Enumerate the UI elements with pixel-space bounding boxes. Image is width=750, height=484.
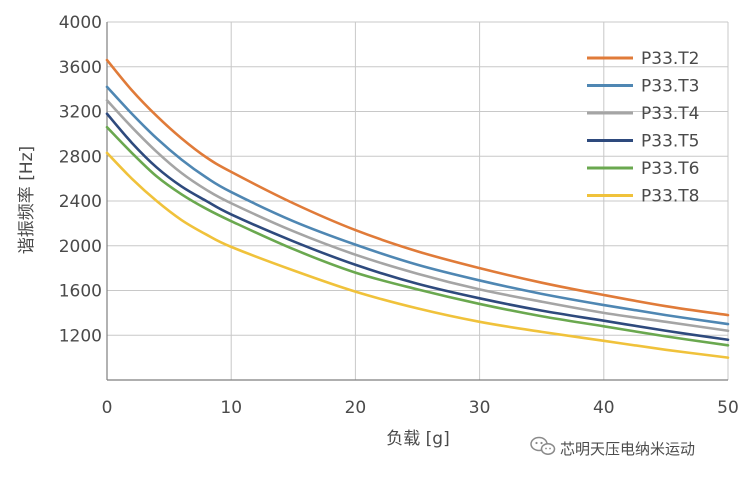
x-tick-label: 50 xyxy=(717,398,739,418)
y-tick-label: 1600 xyxy=(59,282,102,302)
x-tick-label: 20 xyxy=(345,398,367,418)
y-tick-labels: 1200 1600 2000 2400 2800 3200 3600 4000 xyxy=(59,13,102,346)
legend-item: P33.T6 xyxy=(587,159,700,179)
legend-label: P33.T5 xyxy=(641,132,700,152)
legend-label: P33.T6 xyxy=(641,159,700,179)
x-tick-label: 30 xyxy=(469,398,491,418)
series-line-p33-t3 xyxy=(105,85,730,326)
series-line-p33-t5 xyxy=(105,112,730,342)
x-tick-labels: 0 10 20 30 40 50 xyxy=(102,398,739,418)
legend-item: P33.T4 xyxy=(587,104,700,124)
x-tick-label: 40 xyxy=(593,398,615,418)
y-tick-label: 3600 xyxy=(59,58,102,78)
series-line-p33-t4 xyxy=(105,99,730,333)
legend-item: P33.T8 xyxy=(587,187,700,207)
legend: P33.T2 P33.T3 P33.T4 P33.T5 P33.T6 P33.T8 xyxy=(587,49,700,207)
legend-label: P33.T2 xyxy=(641,49,700,69)
legend-label: P33.T4 xyxy=(641,104,700,124)
x-axis-title: 负载 [g] xyxy=(386,429,449,449)
series-line-p33-t6 xyxy=(105,125,730,347)
legend-label: P33.T3 xyxy=(641,77,700,97)
y-axis-title: 谐振频率 [Hz] xyxy=(17,146,37,254)
series-line-p33-t2 xyxy=(105,58,730,317)
y-tick-label: 2000 xyxy=(59,237,102,257)
series-line-p33-t8 xyxy=(105,151,730,359)
y-tick-label: 2800 xyxy=(59,147,102,167)
x-tick-label: 0 xyxy=(102,398,113,418)
y-tick-label: 4000 xyxy=(59,13,102,33)
legend-item: P33.T3 xyxy=(587,77,700,97)
y-tick-label: 3200 xyxy=(59,103,102,123)
grid-layer xyxy=(107,21,729,380)
legend-item: P33.T5 xyxy=(587,132,700,152)
watermark-text: 芯明天压电纳米运动 xyxy=(560,440,695,458)
watermark: 芯明天压电纳米运动 xyxy=(530,436,695,458)
axis-layer xyxy=(106,22,728,381)
y-tick-label: 1200 xyxy=(59,326,102,346)
wechat-icon xyxy=(530,436,556,455)
y-tick-label: 2400 xyxy=(59,192,102,212)
legend-label: P33.T8 xyxy=(641,187,700,207)
x-tick-label: 10 xyxy=(220,398,242,418)
legend-item: P33.T2 xyxy=(587,49,700,69)
series-layer xyxy=(105,58,730,359)
